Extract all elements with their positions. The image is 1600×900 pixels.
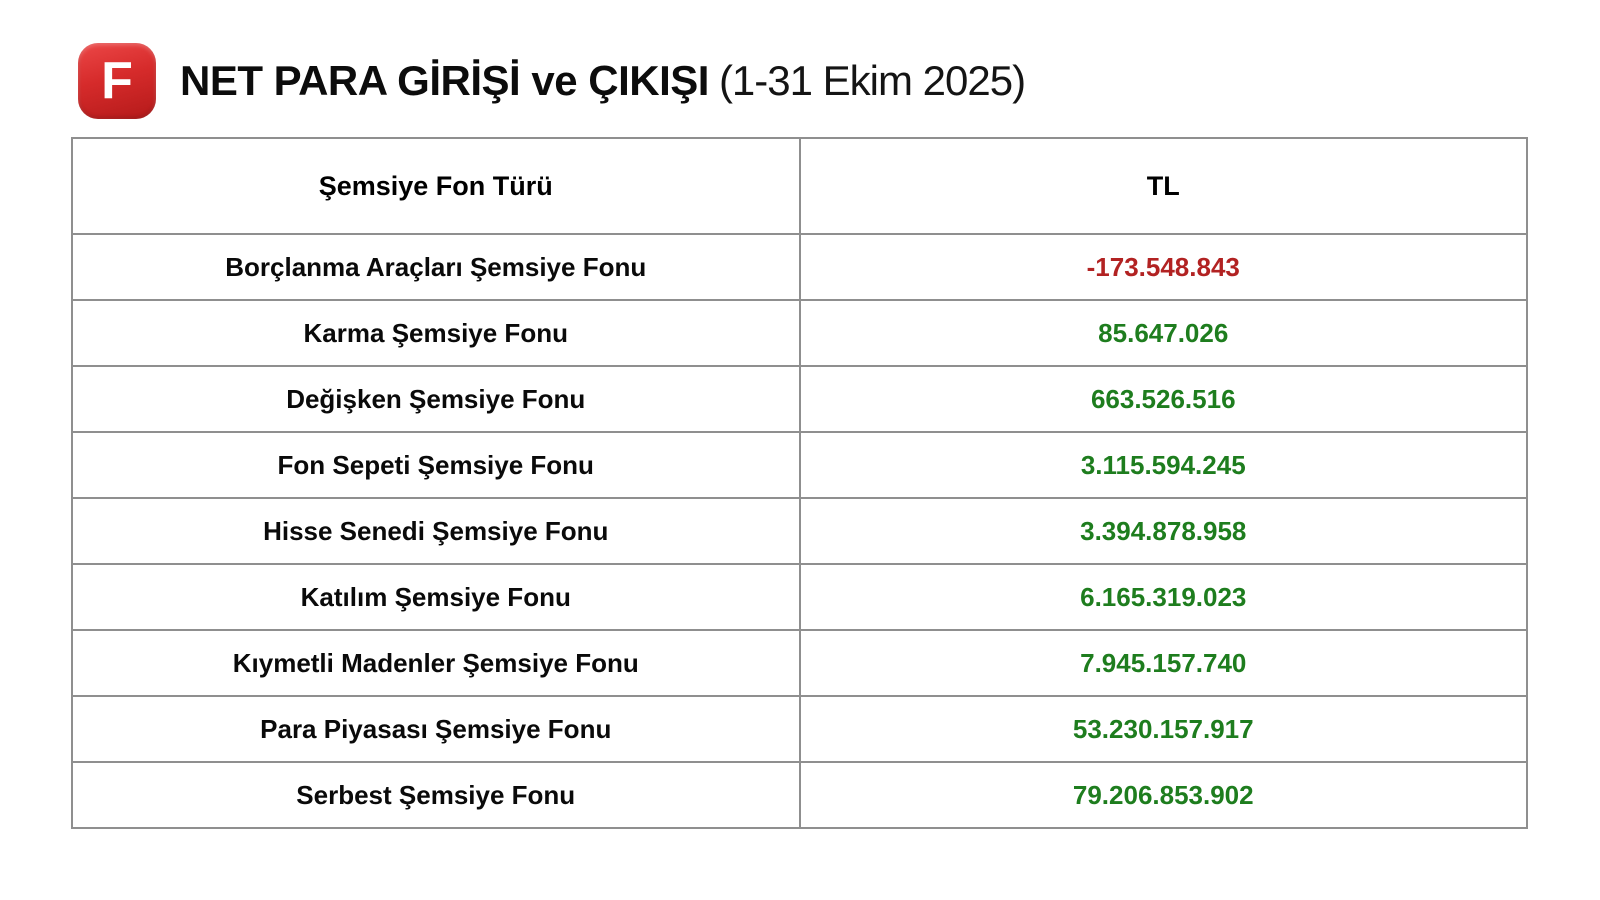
table-header-row: Şemsiye Fon Türü TL [71,137,1528,235]
table-row: Serbest Şemsiye Fonu 79.206.853.902 [71,761,1528,829]
value-cell: 3.394.878.958 [798,497,1528,565]
report-header: F NET PARA GİRİŞİ ve ÇIKIŞI (1-31 Ekim 20… [78,42,1026,120]
table-row: Fon Sepeti Şemsiye Fonu 3.115.594.245 [71,431,1528,499]
fund-type-cell: Hisse Senedi Şemsiye Fonu [71,497,801,565]
fund-type-cell: Karma Şemsiye Fonu [71,299,801,367]
title-main: NET PARA GİRİŞİ ve ÇIKIŞI [180,57,709,104]
column-header-tl: TL [798,137,1528,235]
value-cell: -173.548.843 [798,233,1528,301]
logo-letter: F [101,52,133,110]
fund-type-cell: Serbest Şemsiye Fonu [71,761,801,829]
table-row: Katılım Şemsiye Fonu 6.165.319.023 [71,563,1528,631]
value-cell: 85.647.026 [798,299,1528,367]
value-cell: 53.230.157.917 [798,695,1528,763]
fund-type-cell: Borçlanma Araçları Şemsiye Fonu [71,233,801,301]
table-body: Borçlanma Araçları Şemsiye Fonu -173.548… [71,233,1528,829]
fund-type-cell: Para Piyasası Şemsiye Fonu [71,695,801,763]
value-cell: 3.115.594.245 [798,431,1528,499]
fund-type-cell: Kıymetli Madenler Şemsiye Fonu [71,629,801,697]
table-row: Değişken Şemsiye Fonu 663.526.516 [71,365,1528,433]
column-header-fund-type: Şemsiye Fon Türü [71,137,801,235]
table-row: Borçlanma Araçları Şemsiye Fonu -173.548… [71,233,1528,301]
page-title: NET PARA GİRİŞİ ve ÇIKIŞI (1-31 Ekim 2025… [180,57,1026,105]
table-row: Karma Şemsiye Fonu 85.647.026 [71,299,1528,367]
value-cell: 79.206.853.902 [798,761,1528,829]
fonbul-f-logo-icon: F [78,43,156,119]
table-row: Para Piyasası Şemsiye Fonu 53.230.157.91… [71,695,1528,763]
value-cell: 663.526.516 [798,365,1528,433]
fund-type-cell: Katılım Şemsiye Fonu [71,563,801,631]
net-flow-table: Şemsiye Fon Türü TL Borçlanma Araçları Ş… [71,137,1528,829]
value-cell: 6.165.319.023 [798,563,1528,631]
table-row: Kıymetli Madenler Şemsiye Fonu 7.945.157… [71,629,1528,697]
fund-type-cell: Fon Sepeti Şemsiye Fonu [71,431,801,499]
fund-type-cell: Değişken Şemsiye Fonu [71,365,801,433]
value-cell: 7.945.157.740 [798,629,1528,697]
title-period: (1-31 Ekim 2025) [718,57,1026,104]
table-row: Hisse Senedi Şemsiye Fonu 3.394.878.958 [71,497,1528,565]
